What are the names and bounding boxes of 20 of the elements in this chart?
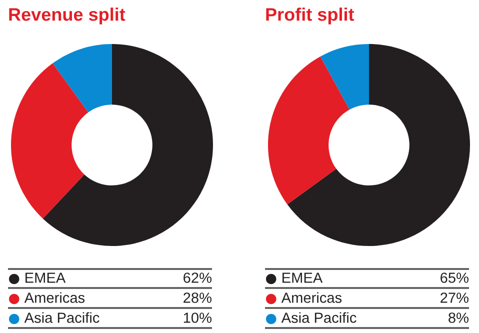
donut-slice (268, 56, 350, 204)
legend-label: EMEA (26, 272, 66, 283)
donut-slice (42, 44, 213, 246)
chart-title: Revenue split (9, 8, 126, 24)
chart-title: Profit split (266, 8, 354, 24)
data-label: 27% (440, 292, 468, 303)
legend-label: Asia Pacific (24, 312, 100, 323)
legend-label: EMEA (282, 272, 323, 283)
legend-label: Asia Pacific (281, 312, 356, 323)
data-label: 28% (184, 292, 212, 303)
donut-slice (52, 44, 112, 112)
data-label: 10% (184, 312, 212, 323)
donut-slice (287, 44, 470, 246)
legend-label: Americas (281, 292, 342, 303)
legend-label: Americas (24, 292, 85, 303)
donut-slice (11, 63, 88, 219)
donut-slice (320, 44, 369, 110)
data-label: 8% (448, 312, 468, 323)
data-label: 65% (440, 272, 468, 283)
data-label: 62% (184, 272, 212, 283)
